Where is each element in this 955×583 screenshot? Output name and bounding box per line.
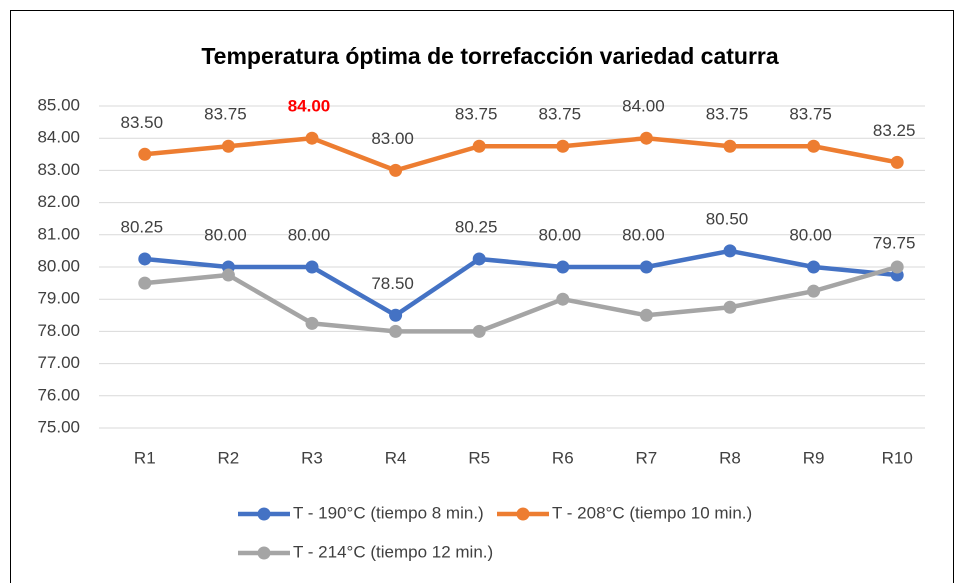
point: [389, 324, 403, 338]
chart-title: Temperatura óptima de torrefacción varie…: [201, 43, 779, 69]
x-tick-label: R7: [636, 448, 658, 467]
data-label: 80.25: [455, 217, 498, 236]
x-tick-label: R1: [134, 448, 156, 467]
y-tick-label: 77.00: [37, 353, 80, 372]
data-label: 83.75: [706, 105, 749, 124]
x-tick-label: R10: [882, 448, 913, 467]
point: [639, 260, 653, 274]
data-label: 83.25: [873, 121, 916, 140]
x-tick-label: R8: [719, 448, 741, 467]
data-label: 80.00: [204, 225, 247, 244]
point: [723, 139, 737, 153]
point: [723, 244, 737, 258]
y-tick-label: 76.00: [37, 385, 80, 404]
data-label: 78.50: [371, 274, 414, 293]
x-tick-label: R2: [218, 448, 240, 467]
point: [807, 260, 821, 274]
point: [556, 260, 570, 274]
data-label: 80.00: [622, 225, 665, 244]
point: [556, 139, 570, 153]
point: [138, 276, 152, 290]
point: [890, 260, 904, 274]
x-tick-label: R5: [468, 448, 490, 467]
data-label: 83.75: [789, 105, 832, 124]
legend-label: T - 190°C (tiempo 8 min.): [293, 503, 484, 522]
x-tick-label: R4: [385, 448, 407, 467]
point: [807, 139, 821, 153]
data-label: 80.00: [789, 225, 832, 244]
point: [305, 260, 319, 274]
data-label: 83.50: [121, 113, 164, 132]
legend-marker: [257, 507, 271, 521]
data-label: 84.00: [288, 97, 331, 116]
point: [138, 147, 152, 161]
data-label: 83.75: [539, 105, 582, 124]
legend-marker: [516, 507, 530, 521]
y-tick-label: 83.00: [37, 160, 80, 179]
data-label: 83.75: [455, 105, 498, 124]
data-label: 80.00: [539, 225, 582, 244]
data-label: 83.00: [371, 129, 414, 148]
point: [389, 308, 403, 322]
point: [472, 324, 486, 338]
data-label: 83.75: [204, 105, 247, 124]
point: [556, 292, 570, 306]
y-tick-label: 79.00: [37, 289, 80, 308]
data-label: 80.50: [706, 209, 749, 228]
x-tick-label: R3: [301, 448, 323, 467]
series-line: [144, 264, 898, 334]
y-tick-label: 78.00: [37, 321, 80, 340]
series-line: [144, 248, 898, 318]
y-tick-label: 84.00: [37, 128, 80, 147]
point: [472, 139, 486, 153]
data-label: 80.25: [121, 217, 164, 236]
point: [723, 300, 737, 314]
point: [639, 131, 653, 145]
data-label: 80.00: [288, 225, 331, 244]
point: [221, 139, 235, 153]
y-tick-label: 81.00: [37, 224, 80, 243]
series-line: [144, 135, 898, 173]
point: [221, 268, 235, 282]
legend-marker: [257, 546, 271, 560]
data-label: 79.75: [873, 234, 916, 253]
point: [389, 163, 403, 177]
y-tick-label: 80.00: [37, 256, 80, 275]
point: [890, 155, 904, 169]
point: [305, 131, 319, 145]
x-tick-label: R6: [552, 448, 574, 467]
legend-label: T - 214°C (tiempo 12 min.): [293, 542, 493, 561]
data-label: 84.00: [622, 97, 665, 116]
point: [807, 284, 821, 298]
y-tick-label: 75.00: [37, 417, 80, 436]
y-tick-label: 85.00: [37, 95, 80, 114]
point: [472, 252, 486, 266]
y-tick-label: 82.00: [37, 192, 80, 211]
point: [138, 252, 152, 266]
legend-label: T - 208°C (tiempo 10 min.): [552, 503, 752, 522]
point: [305, 316, 319, 330]
point: [639, 308, 653, 322]
x-tick-label: R9: [803, 448, 825, 467]
